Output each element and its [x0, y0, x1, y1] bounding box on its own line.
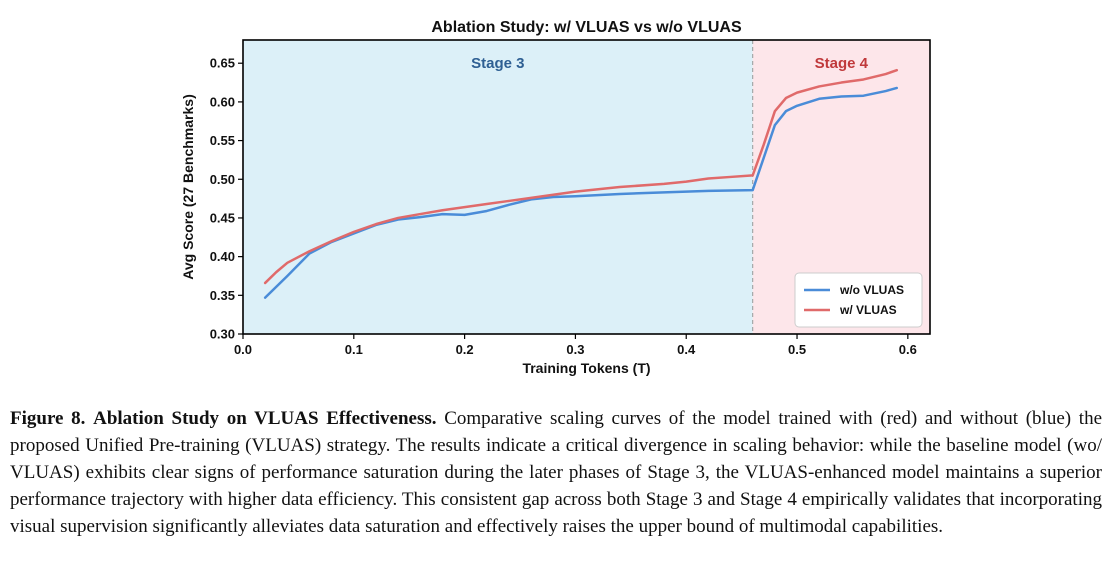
y-tick-label: 0.50	[210, 172, 235, 187]
legend-label-1: w/o VLUAS	[839, 283, 904, 297]
legend: w/o VLUAS w/ VLUAS	[794, 272, 923, 328]
x-tick-label: 0.2	[456, 342, 474, 357]
x-tick-label: 0.0	[234, 342, 252, 357]
chart-title: Ablation Study: w/ VLUAS vs w/o VLUAS	[431, 19, 742, 36]
y-tick-label: 0.45	[210, 210, 235, 225]
y-tick-label: 0.60	[210, 94, 235, 109]
legend-box	[794, 272, 923, 328]
x-axis-title: Training Tokens (T)	[522, 360, 650, 376]
x-tick-label: 0.4	[677, 342, 696, 357]
stage-label-1: Stage 3	[471, 55, 524, 72]
chart-container: Ablation Study: w/ VLUAS vs w/o VLUAS Sta…	[170, 10, 940, 385]
series-line-2	[263, 68, 899, 285]
y-tick-label: 0.40	[210, 249, 235, 264]
y-tick-label: 0.35	[210, 288, 235, 303]
x-tick-label: 0.5	[788, 342, 806, 357]
stage-label-2: Stage 4	[815, 55, 869, 72]
x-tick-label: 0.6	[899, 342, 917, 357]
y-tick-label: 0.65	[210, 56, 235, 71]
y-axis-title: Avg Score (27 Benchmarks)	[180, 94, 196, 279]
caption-label: Figure 8.	[10, 408, 86, 429]
line-chart: Ablation Study: w/ VLUAS vs w/o VLUAS Sta…	[180, 19, 931, 376]
figure-caption: Figure 8. Ablation Study on VLUAS Effect…	[10, 405, 1102, 540]
stage-region-1	[243, 40, 753, 334]
legend-label-2: w/ VLUAS	[839, 303, 897, 317]
y-tick-label: 0.30	[210, 327, 235, 342]
x-tick-label: 0.1	[345, 342, 363, 357]
caption-title: Ablation Study on VLUAS Effectiveness.	[93, 408, 437, 429]
y-tick-label: 0.55	[210, 133, 235, 148]
plot-frame	[242, 39, 931, 335]
x-tick-label: 0.3	[566, 342, 584, 357]
caption-body: Comparative scaling curves of the model …	[10, 408, 1102, 537]
